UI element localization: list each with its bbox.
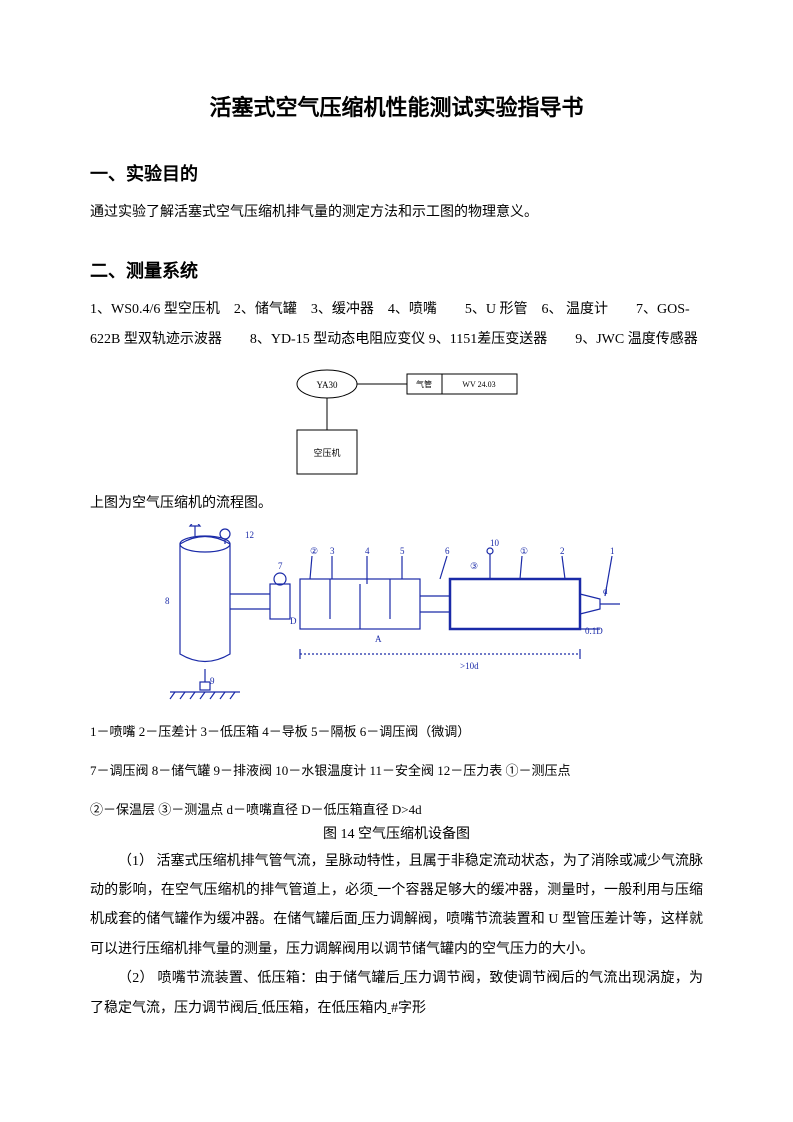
legend-line1: 1－喷嘴 2－压差计 3－低压箱 4－导板 5－隔板 6－调压阀（微调） — [90, 722, 703, 743]
svg-text:>10d: >10d — [460, 661, 479, 671]
figure-caption: 图 14 空气压缩机设备图 — [90, 823, 703, 843]
svg-text:12: 12 — [245, 530, 254, 540]
equipment-diagram: 12 11 10 9 8 7 6 5 4 3 2 1 ① ② ③ d D A 0… — [150, 524, 630, 704]
svg-text:8: 8 — [165, 596, 170, 606]
svg-text:空压机: 空压机 — [313, 447, 340, 458]
svg-text:7: 7 — [278, 561, 283, 571]
svg-text:4: 4 — [365, 546, 370, 556]
section1-heading: 一、实验目的 — [90, 160, 703, 186]
svg-text:9: 9 — [210, 676, 215, 686]
svg-text:6: 6 — [445, 546, 450, 556]
svg-text:气管: 气管 — [416, 379, 432, 389]
svg-text:①: ① — [520, 546, 528, 556]
section1-body: 通过实验了解活塞式空气压缩机排气量的测定方法和示工图的物理意义。 — [90, 198, 703, 227]
legend-line2: 7－调压阀 8－储气罐 9－排液阀 10－水银温度计 11－安全阀 12－压力表… — [90, 761, 703, 782]
equipment-list: 1、WS0.4/6 型空压机 2、储气罐 3、缓冲器 4、喷嘴 5、U 形管 6… — [90, 295, 703, 354]
svg-text:5: 5 — [400, 546, 405, 556]
para2-text: （2） 喷嘴节流装置、低压箱：由于储气罐后 — [118, 971, 400, 986]
svg-text:YA30: YA30 — [316, 380, 338, 390]
svg-text:2: 2 — [560, 546, 565, 556]
svg-text:②: ② — [310, 546, 318, 556]
para2-text4: #字形 — [391, 1001, 426, 1016]
para2-text3: 低压箱，在低压箱内 — [262, 1001, 388, 1016]
svg-text:③: ③ — [470, 561, 478, 571]
svg-text:A: A — [375, 634, 382, 644]
page-title: 活塞式空气压缩机性能测试实验指导书 — [90, 90, 703, 122]
flowchart-diagram: YA30 气管 WV 24.03 空压机 — [267, 362, 527, 482]
svg-text:D: D — [290, 616, 297, 626]
section2-heading: 二、测量系统 — [90, 257, 703, 283]
svg-text:WV 24.03: WV 24.03 — [462, 380, 495, 389]
svg-text:1: 1 — [610, 546, 615, 556]
svg-text:11: 11 — [190, 524, 199, 526]
svg-text:10: 10 — [490, 538, 500, 548]
diagram1-caption: 上图为空气压缩机的流程图。 — [90, 490, 703, 518]
paragraph-2: （2） 喷嘴节流装置、低压箱：由于储气罐后 压力调节阀，致使调节阀后的气流出现涡… — [90, 964, 703, 1023]
paragraph-1: （1） 活塞式压缩机排气管气流，呈脉动特性，且属于非稳定流动状态，为了消除或减少… — [90, 847, 703, 965]
svg-text:0.1D: 0.1D — [585, 626, 603, 636]
svg-text:3: 3 — [330, 546, 335, 556]
legend-line3: ②－保温层 ③－测温点 d－喷嘴直径 D－低压箱直径 D>4d — [90, 800, 703, 821]
